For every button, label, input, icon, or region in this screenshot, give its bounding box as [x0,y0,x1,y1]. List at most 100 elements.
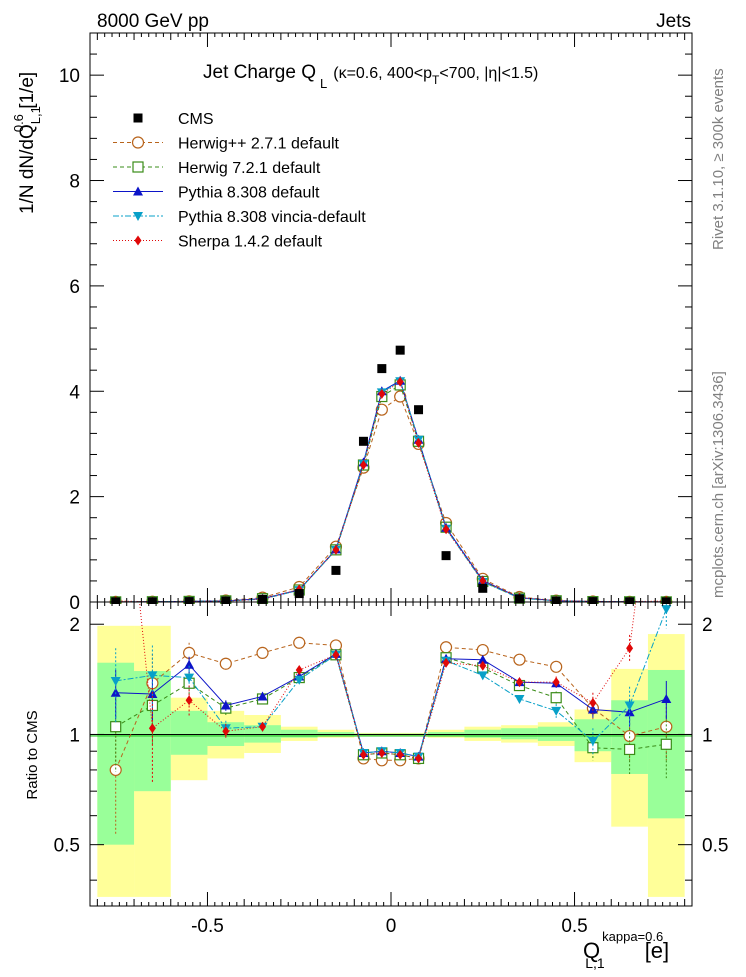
legend-label-0: CMS [178,111,214,128]
band-green-bin-13 [501,728,538,740]
data-point-10 [414,405,424,415]
ratio-point-4-10 [415,753,423,764]
ratio-point-0-12 [476,643,489,657]
legend-marker-3 [133,186,143,196]
legend-marker-5 [134,235,142,246]
main-line-4 [115,380,667,603]
uncertainty-bands [90,625,692,897]
ratio-tick-label-left-1: 1 [69,725,80,746]
y-tick-label-5: 10 [59,66,80,87]
data-point-4 [258,594,268,604]
ratio-point-3-17 [661,605,672,615]
ratio-point-1-14 [550,692,562,704]
band-green-bin-2 [170,710,208,755]
y-tick-label-2: 4 [69,382,80,403]
ratio-point-0-4 [256,646,269,659]
ratio-point-0-13 [513,653,526,666]
ratio-point-3-16 [624,701,635,711]
ratio-tick-label-left-2: 2 [69,615,80,636]
main-series-4 [112,376,670,604]
ratio-point-3-2 [184,673,195,683]
ratio-point-4-11 [442,657,450,668]
ratio-point-0-16 [623,729,636,743]
ratio-point-1-17 [660,738,672,750]
band-green-bin-5 [280,729,318,738]
band-green-bin-14 [537,726,575,741]
ratio-point-0-3 [219,657,232,670]
ratio-point-4-7 [359,749,367,760]
header-left: 8000 GeV pp [97,11,209,32]
ratio-point-2-17 [661,693,672,703]
main-series-1 [110,379,672,604]
band-green-bin-4 [244,725,281,743]
y-tick-label-3: 6 [69,277,80,298]
ratio-ylabel: Ratio to CMS [24,710,41,799]
rivet-label: Rivet 3.1.10, ≥ 300k events [710,68,727,250]
ratio-point-0-2 [183,646,196,659]
x-tick-label-0: -0.5 [191,916,224,937]
ratio-point-4-2 [185,695,193,706]
y-tick-label-1: 2 [69,488,80,509]
ratio-point-2-4 [257,691,268,701]
ratio-point-2-3 [220,700,231,710]
ratio-tick-label-left-0: 0.5 [54,836,80,857]
data-point-14 [551,596,561,604]
ratio-point-1-16 [623,743,636,756]
ratio-point-3-12 [477,671,488,681]
ratio-point-4-4 [259,721,267,732]
data-point-9 [395,345,405,355]
main-series-0 [109,390,673,604]
ratio-point-4-9 [396,749,404,760]
data-point-12 [478,583,488,593]
main-point-4-12 [479,575,487,586]
ratio-line-3 [115,608,667,758]
ratio-line-2 [115,653,667,758]
ratio-point-4-15 [589,697,597,708]
header-right: Jets [656,11,691,32]
data-point-6 [331,565,341,575]
main-line-2 [115,379,667,603]
ratio-point-0-17 [660,720,673,733]
ratio-point-0-5 [293,636,306,649]
ratio-point-0-11 [439,641,453,654]
y-tick-label-0: 0 [69,593,80,614]
legend-entry-1: Herwig++ 2.7.1 default [113,136,340,153]
ratio-point-3-0 [110,676,121,686]
data-point-0 [111,597,121,604]
data-point-16 [625,597,635,604]
legend-marker-4 [133,212,143,221]
ratio-point-3-15 [587,736,598,746]
ratio-point-3-5 [294,675,305,685]
main-line-0 [115,395,667,603]
main-point-4-6 [332,544,340,555]
main-point-4-9 [396,376,404,387]
ratio-point-4-5 [295,664,303,675]
legend-label-2: Herwig 7.2.1 default [178,160,321,177]
ratio-point-4-13 [515,677,523,688]
x-axis-label: Qkappa=0.6 L,1 [e] [583,929,669,971]
ratio-point-4-14 [552,677,560,688]
data-point-1 [147,597,157,604]
ratio-tick-label-right-2: 2 [702,615,713,636]
ratio-point-4-16 [626,643,634,654]
ratio-point-0-0 [109,763,122,777]
ratio-tick-label-right-0: 0.5 [702,836,728,857]
main-series [109,345,673,604]
data-point-2 [184,597,194,604]
ratio-series [109,602,673,836]
main-line-1 [115,384,667,603]
main-point-4-7 [359,460,367,471]
y-tick-label-4: 8 [69,172,80,193]
legend-marker-1 [131,136,145,149]
legend-entry-4: Pythia 8.308 vincia-default [113,209,366,226]
legend-marker-0 [133,113,143,123]
mcplots-label: mcplots.cern.ch [arXiv:1306.3436] [710,371,727,598]
chart-title: Jet Charge QL(κ=0.6, 400<pT<700, |η|<1.5… [203,62,538,91]
x-tick-label-2: 0.5 [561,916,587,937]
main-line-3 [115,380,667,603]
legend-label-4: Pythia 8.308 vincia-default [178,209,366,226]
data-point-11 [441,551,451,561]
band-green-bin-12 [464,729,502,738]
ratio-point-4-12 [479,660,487,671]
